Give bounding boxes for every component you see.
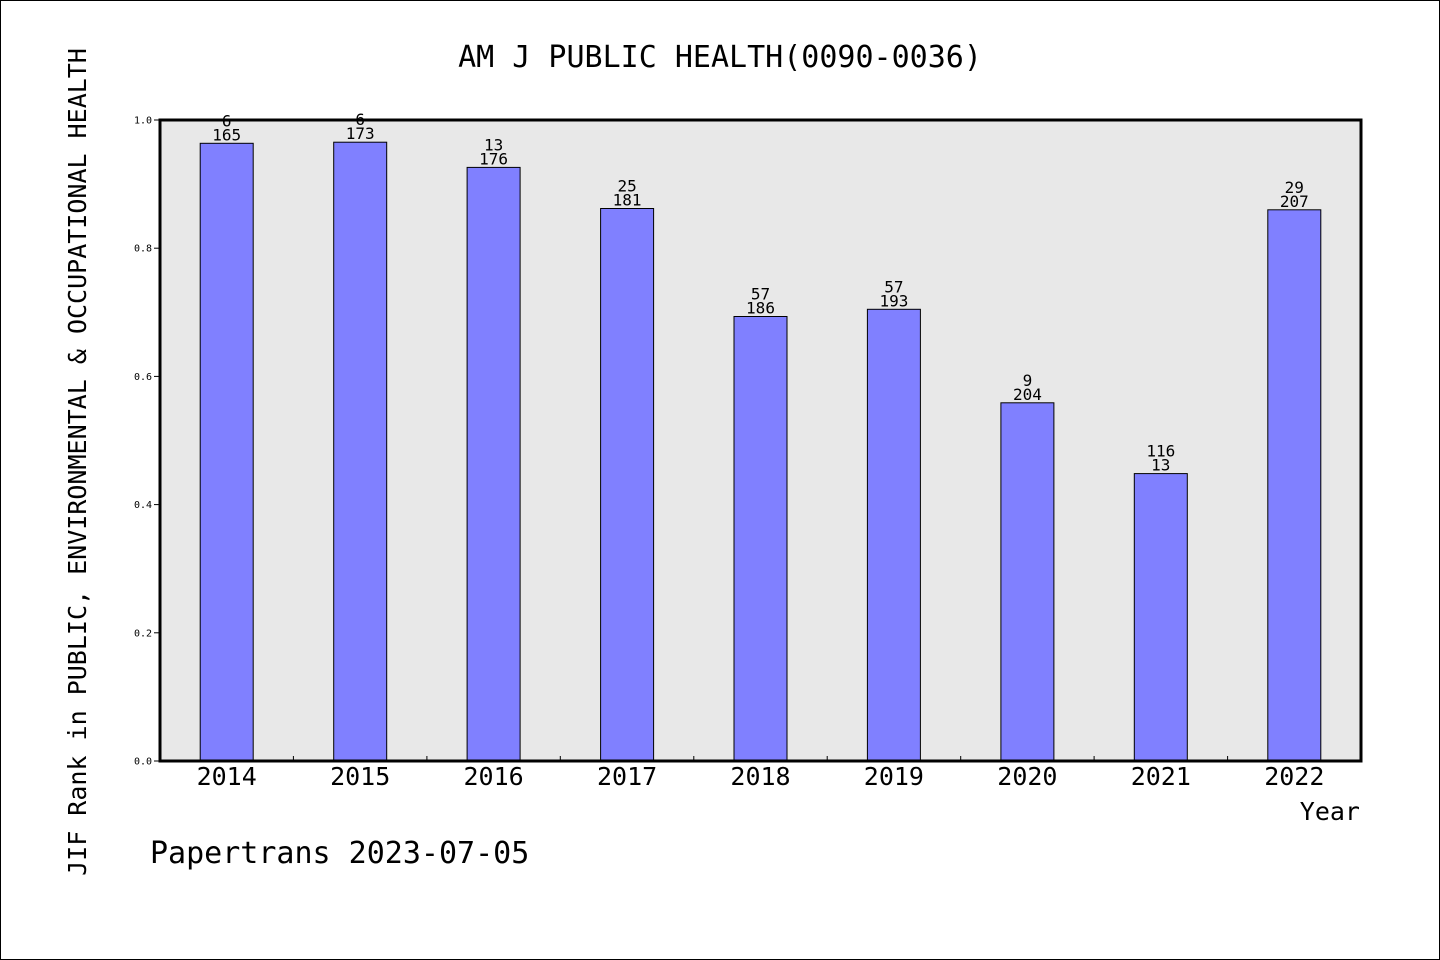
bar-2020 [1000,402,1055,762]
bar-2014 [199,142,254,762]
bar-label-total: 207 [1280,192,1309,211]
x-tick-label: 2019 [864,762,924,791]
x-axis-label: Year [1300,797,1360,826]
bar-label-total: 181 [613,191,642,210]
bar-2018 [733,316,788,762]
bar-label-rank: 29 [1285,178,1304,197]
y-tick-label: 0.4 [134,500,152,511]
plot-border [158,118,1363,763]
chart-title: AM J PUBLIC HEALTH(0090-0036) [458,40,982,75]
bar-label-total: 193 [879,291,908,310]
y-axis-label: JIF Rank in PUBLIC, ENVIRONMENTAL & OCCU… [63,48,92,876]
y-tick-label: 0.0 [134,757,152,768]
y-tick-label: 0.2 [134,628,152,639]
x-tick-label: 2021 [1131,762,1191,791]
x-tick-label: 2014 [197,762,257,791]
bar-label-rank: 25 [617,177,636,196]
bar-2015 [333,141,388,762]
bar-label-total: 204 [1013,385,1042,404]
bar-2016 [466,166,521,762]
bar-label-rank: 116 [1146,442,1175,461]
bar-label-rank: 57 [884,277,903,296]
x-tick-label: 2017 [597,762,657,791]
bar-label-rank: 13 [484,135,503,154]
x-tick-label: 2018 [730,762,790,791]
footer-credit: Papertrans 2023-07-05 [150,836,529,871]
bar-2017 [600,208,655,762]
bar-label-total: 13 [1151,456,1170,475]
bar-label-total: 186 [746,299,775,318]
x-tick-label: 2020 [997,762,1057,791]
bar-label-total: 165 [212,125,241,144]
x-tick-label: 2015 [330,762,390,791]
y-tick-label: 1.0 [134,116,152,127]
bar-label-rank: 9 [1023,371,1033,390]
y-tick-label: 0.8 [134,244,152,255]
bar-label-rank: 57 [751,285,770,304]
y-tick-label: 0.6 [134,372,152,383]
bar-2021 [1133,473,1188,762]
x-tick-label: 2022 [1264,762,1324,791]
bar-2019 [866,308,921,762]
x-tick-label: 2016 [463,762,523,791]
bar-label-total: 176 [479,149,508,168]
bar-label-total: 173 [346,124,375,143]
bar-2022 [1267,209,1322,762]
